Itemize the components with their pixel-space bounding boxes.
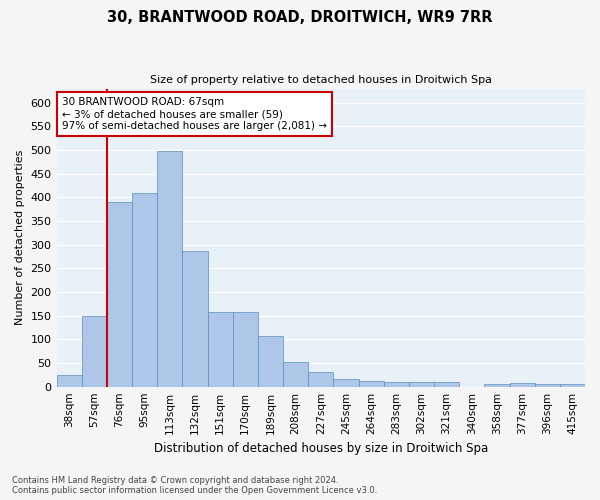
- Bar: [434, 382, 459, 386]
- Text: 30, BRANTWOOD ROAD, DROITWICH, WR9 7RR: 30, BRANTWOOD ROAD, DROITWICH, WR9 7RR: [107, 10, 493, 25]
- Bar: [383, 382, 409, 386]
- X-axis label: Distribution of detached houses by size in Droitwich Spa: Distribution of detached houses by size …: [154, 442, 488, 455]
- Bar: [157, 152, 182, 386]
- Y-axis label: Number of detached properties: Number of detached properties: [15, 150, 25, 326]
- Text: Contains HM Land Registry data © Crown copyright and database right 2024.
Contai: Contains HM Land Registry data © Crown c…: [12, 476, 377, 495]
- Bar: [107, 202, 132, 386]
- Bar: [509, 384, 535, 386]
- Bar: [409, 382, 434, 386]
- Bar: [233, 312, 258, 386]
- Bar: [258, 336, 283, 386]
- Bar: [208, 312, 233, 386]
- Text: 30 BRANTWOOD ROAD: 67sqm
← 3% of detached houses are smaller (59)
97% of semi-de: 30 BRANTWOOD ROAD: 67sqm ← 3% of detache…: [62, 98, 327, 130]
- Bar: [334, 378, 359, 386]
- Bar: [182, 251, 208, 386]
- Bar: [56, 375, 82, 386]
- Bar: [82, 316, 107, 386]
- Bar: [535, 384, 560, 386]
- Bar: [283, 362, 308, 386]
- Bar: [560, 384, 585, 386]
- Bar: [484, 384, 509, 386]
- Bar: [132, 192, 157, 386]
- Bar: [359, 381, 383, 386]
- Title: Size of property relative to detached houses in Droitwich Spa: Size of property relative to detached ho…: [150, 75, 492, 85]
- Bar: [308, 372, 334, 386]
